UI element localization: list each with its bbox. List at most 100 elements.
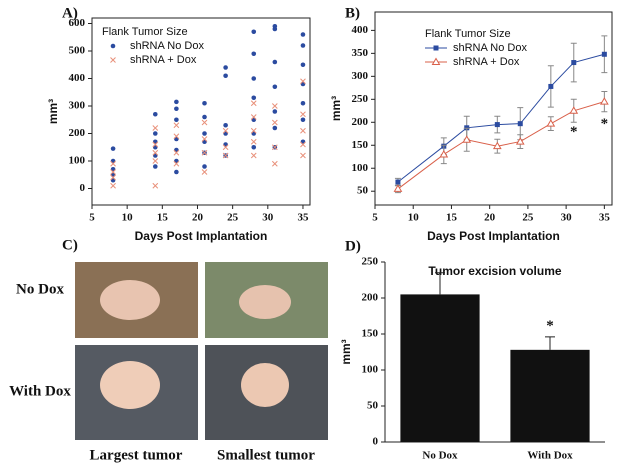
point: [300, 43, 306, 48]
point: [271, 103, 278, 109]
point: [110, 174, 116, 181]
point: [250, 152, 257, 159]
point: [492, 141, 502, 150]
row-label: No Dox: [16, 281, 64, 297]
point: [152, 141, 159, 148]
y-tick-label: 400: [69, 72, 86, 84]
point: [152, 131, 158, 136]
point: [152, 149, 159, 156]
legend-label: shRNA No Dox: [453, 42, 527, 54]
bar: [400, 294, 480, 442]
point: [251, 51, 257, 57]
point: [569, 106, 579, 114]
y-tick-label: 200: [69, 127, 86, 139]
point: [222, 144, 229, 151]
photo-mouse: [100, 280, 160, 320]
column-label: Largest tumor: [90, 447, 183, 463]
x-tick-label: 35: [599, 212, 611, 224]
point: [152, 182, 159, 189]
point: [395, 179, 401, 185]
x-tick-label: 25: [522, 212, 534, 224]
point: [174, 99, 179, 105]
line: [397, 53, 605, 183]
point: [173, 122, 180, 129]
point: [201, 136, 208, 142]
x-tick-label: 15: [157, 212, 169, 224]
point: [439, 149, 449, 158]
legend-title: Flank Tumor Size: [425, 28, 511, 40]
chart-title: Tumor excision volume: [428, 264, 561, 278]
y-tick-label: 500: [69, 45, 86, 57]
annotation: *: [601, 116, 609, 132]
point: [494, 122, 500, 128]
point: [174, 169, 179, 175]
y-tick-label: 100: [69, 155, 86, 167]
x-tick-label: No Dox: [422, 450, 458, 462]
photo-mouse: [100, 361, 160, 409]
x-tick-label: 5: [372, 212, 378, 224]
point: [223, 73, 228, 79]
y-tick-label: 50: [367, 400, 379, 412]
point: [571, 60, 577, 66]
y-tick-label: 600: [69, 17, 86, 29]
point: [393, 184, 403, 192]
point: [271, 144, 278, 151]
point: [546, 119, 556, 127]
x-tick-label: 20: [484, 212, 496, 224]
x-tick-label: 10: [408, 212, 420, 224]
point: [250, 114, 257, 120]
legend-marker: [110, 57, 116, 63]
point: [272, 59, 278, 65]
point: [174, 106, 179, 112]
y-axis-label: mm³: [339, 339, 353, 364]
point: [300, 117, 306, 123]
point: [223, 122, 228, 128]
y-tick-label: 400: [352, 24, 369, 36]
point: [202, 114, 207, 120]
legend-marker: [433, 45, 439, 51]
point: [152, 164, 158, 169]
point: [201, 169, 208, 175]
y-tick-label: 200: [362, 292, 379, 304]
legend-marker: [110, 43, 116, 49]
x-tick-label: 15: [446, 212, 458, 224]
y-tick-label: 0: [80, 182, 86, 194]
x-tick-label: 35: [297, 212, 309, 224]
point: [251, 144, 257, 150]
point: [300, 141, 306, 148]
point: [250, 100, 257, 107]
legend-title: Flank Tumor Size: [102, 26, 188, 38]
point: [272, 125, 278, 131]
row-label: With Dox: [9, 383, 71, 399]
point: [202, 131, 207, 136]
point: [173, 133, 180, 140]
point: [173, 149, 180, 156]
point: [201, 119, 208, 126]
point: [515, 137, 525, 145]
y-tick-label: 200: [352, 116, 369, 128]
plot-frame: [374, 11, 613, 206]
point: [462, 135, 472, 143]
y-tick-label: 50: [357, 185, 369, 197]
photo-mouse: [241, 363, 289, 407]
x-tick-label: 5: [89, 212, 95, 224]
point: [110, 169, 116, 175]
point: [202, 164, 207, 169]
point: [174, 117, 179, 123]
point: [601, 51, 607, 57]
x-tick-label: 30: [262, 212, 274, 224]
point: [201, 149, 208, 156]
y-tick-label: 0: [373, 436, 379, 448]
panel-label: C): [62, 237, 78, 253]
annotation: *: [546, 318, 554, 334]
point: [300, 111, 306, 118]
y-tick-label: 150: [362, 328, 379, 340]
point: [300, 127, 306, 134]
x-tick-label: 30: [561, 212, 573, 224]
y-tick-label: 350: [352, 47, 369, 59]
point: [110, 146, 116, 151]
point: [548, 83, 554, 89]
point: [251, 29, 257, 35]
column-label: Smallest tumor: [217, 447, 315, 463]
y-tick-label: 300: [352, 70, 369, 82]
